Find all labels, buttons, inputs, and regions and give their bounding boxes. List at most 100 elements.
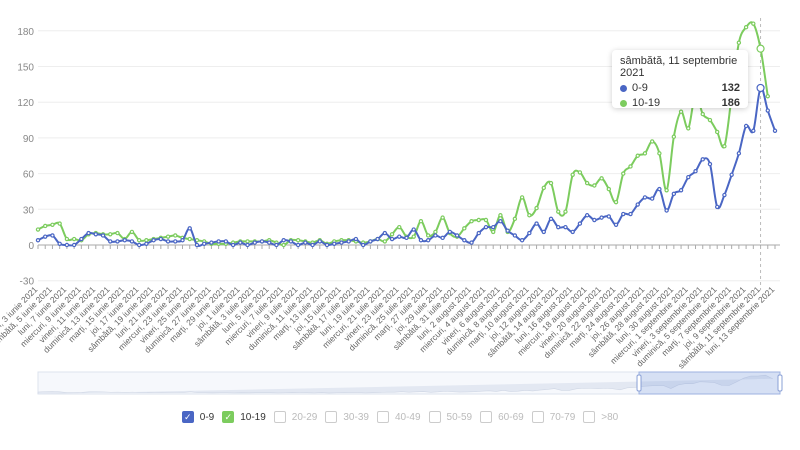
data-point[interactable] <box>295 238 301 243</box>
data-point[interactable] <box>245 239 250 244</box>
data-point[interactable] <box>577 221 583 226</box>
data-point[interactable] <box>541 229 546 235</box>
data-point[interactable] <box>245 242 250 248</box>
data-point[interactable] <box>165 239 171 244</box>
zoom-handle-right[interactable] <box>777 374 783 392</box>
data-point[interactable] <box>433 233 438 238</box>
data-point[interactable] <box>332 241 337 247</box>
data-point[interactable] <box>180 238 185 243</box>
data-point[interactable] <box>360 242 366 248</box>
data-point[interactable] <box>173 239 178 244</box>
data-point[interactable] <box>252 240 257 245</box>
data-point[interactable] <box>187 226 192 231</box>
data-point[interactable] <box>599 215 604 220</box>
data-point[interactable] <box>657 151 662 156</box>
data-point[interactable] <box>57 221 62 226</box>
data-point[interactable] <box>35 238 41 243</box>
data-point[interactable] <box>599 176 604 181</box>
data-point[interactable] <box>765 94 770 99</box>
data-point[interactable] <box>43 223 48 229</box>
data-point[interactable] <box>584 180 590 186</box>
data-point[interactable] <box>267 240 272 245</box>
data-point[interactable] <box>649 139 655 144</box>
data-point[interactable] <box>613 222 619 227</box>
data-point[interactable] <box>411 234 416 239</box>
data-point[interactable] <box>635 202 640 207</box>
data-point[interactable] <box>71 236 77 242</box>
data-point[interactable] <box>534 221 539 226</box>
data-point[interactable] <box>707 117 713 123</box>
data-point[interactable] <box>151 238 156 243</box>
data-point[interactable] <box>317 239 322 244</box>
data-point[interactable] <box>100 233 106 238</box>
checkbox-icon[interactable] <box>428 411 441 423</box>
data-point[interactable] <box>50 222 55 227</box>
data-point[interactable] <box>707 161 713 167</box>
legend-item-10-19[interactable]: ✓ 10-19 <box>222 411 266 423</box>
data-point[interactable] <box>678 109 684 114</box>
data-point[interactable] <box>563 209 568 214</box>
data-point[interactable] <box>621 211 626 217</box>
data-point[interactable] <box>462 226 467 231</box>
data-point[interactable] <box>35 227 41 232</box>
data-point[interactable] <box>433 229 438 235</box>
data-point[interactable] <box>440 215 445 220</box>
data-point[interactable] <box>671 191 677 197</box>
data-point[interactable] <box>447 229 453 235</box>
data-point[interactable] <box>144 238 149 243</box>
data-point[interactable] <box>628 164 633 169</box>
data-point[interactable] <box>389 232 395 237</box>
data-point[interactable] <box>71 242 77 248</box>
data-point[interactable] <box>418 238 424 243</box>
data-point[interactable] <box>736 151 742 156</box>
data-point[interactable] <box>664 208 669 213</box>
data-point[interactable] <box>570 172 575 177</box>
data-point[interactable] <box>57 241 62 247</box>
zoom-slider-selection[interactable] <box>638 371 781 395</box>
data-point[interactable] <box>519 195 525 200</box>
data-point[interactable] <box>389 236 395 242</box>
legend-item-0-9[interactable]: ✓ 0-9 <box>181 411 214 423</box>
data-point[interactable] <box>353 236 359 242</box>
data-point[interactable] <box>606 214 612 219</box>
checkbox-icon[interactable] <box>376 411 389 423</box>
data-point[interactable] <box>613 199 619 205</box>
legend-item-60-69[interactable]: 60-69 <box>480 411 524 423</box>
data-point[interactable] <box>194 242 200 248</box>
data-point[interactable] <box>158 236 164 242</box>
data-point[interactable] <box>462 238 467 243</box>
data-point[interactable] <box>505 228 510 233</box>
data-point[interactable] <box>209 240 214 245</box>
data-point[interactable] <box>519 238 525 243</box>
data-point[interactable] <box>64 242 70 248</box>
data-point[interactable] <box>556 209 561 214</box>
data-point[interactable] <box>722 192 727 198</box>
data-point[interactable] <box>563 224 568 230</box>
data-point[interactable] <box>324 242 330 248</box>
data-point[interactable] <box>469 240 474 245</box>
data-point[interactable] <box>50 233 55 238</box>
data-point[interactable] <box>512 216 518 222</box>
data-point[interactable] <box>440 235 445 241</box>
data-point[interactable] <box>592 217 597 223</box>
data-point[interactable] <box>469 218 474 224</box>
data-point[interactable] <box>483 217 489 223</box>
data-point[interactable] <box>527 213 532 218</box>
data-point[interactable] <box>129 229 135 235</box>
data-point[interactable] <box>368 239 373 244</box>
checkbox-icon[interactable]: ✓ <box>222 411 235 423</box>
zoom-handle-left[interactable] <box>636 374 642 392</box>
data-point[interactable] <box>136 238 142 243</box>
data-point[interactable] <box>476 230 481 236</box>
data-point[interactable] <box>714 129 720 135</box>
data-point[interactable] <box>765 108 770 113</box>
data-point[interactable] <box>375 236 380 242</box>
data-point[interactable] <box>136 242 142 248</box>
data-point[interactable] <box>657 186 662 192</box>
checkbox-icon[interactable] <box>583 411 596 423</box>
data-point[interactable] <box>310 242 315 248</box>
data-point[interactable] <box>722 144 727 149</box>
data-point[interactable] <box>411 227 416 232</box>
data-point[interactable] <box>743 123 749 129</box>
data-point[interactable] <box>743 25 749 30</box>
